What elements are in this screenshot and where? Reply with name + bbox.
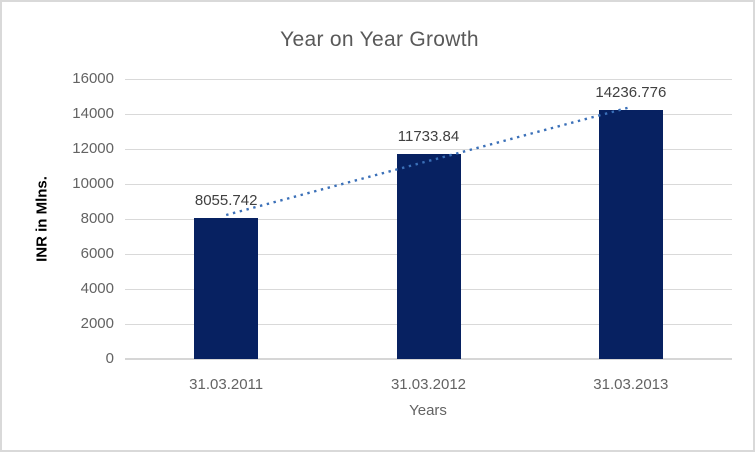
x-axis-line xyxy=(125,358,732,360)
y-tick-label: 16000 xyxy=(72,70,114,87)
y-tick-label: 8000 xyxy=(80,210,114,227)
x-tick-label: 31.03.2012 xyxy=(390,376,467,393)
bar-data-label: 8055.742 xyxy=(194,192,258,210)
x-tick-label: 31.03.2011 xyxy=(189,376,264,393)
y-tick-label: 2000 xyxy=(80,315,114,332)
bar xyxy=(598,109,663,359)
bar xyxy=(396,153,461,359)
y-tick-label: 4000 xyxy=(80,280,114,297)
bar-data-label: 14236.776 xyxy=(595,83,667,101)
chart-title: Year on Year Growth xyxy=(280,28,479,51)
y-tick-label: 14000 xyxy=(72,105,114,122)
bar-data-label: 11733.84 xyxy=(397,127,460,145)
bar xyxy=(194,218,259,359)
x-tick-label: 31.03.2013 xyxy=(593,376,669,393)
y-tick-label: 10000 xyxy=(72,175,114,192)
y-tick-label: 6000 xyxy=(80,245,114,262)
y-tick-label: 0 xyxy=(105,350,114,367)
x-axis-title: Years xyxy=(409,402,447,419)
gridline xyxy=(125,79,732,80)
y-tick-label: 12000 xyxy=(72,140,114,157)
